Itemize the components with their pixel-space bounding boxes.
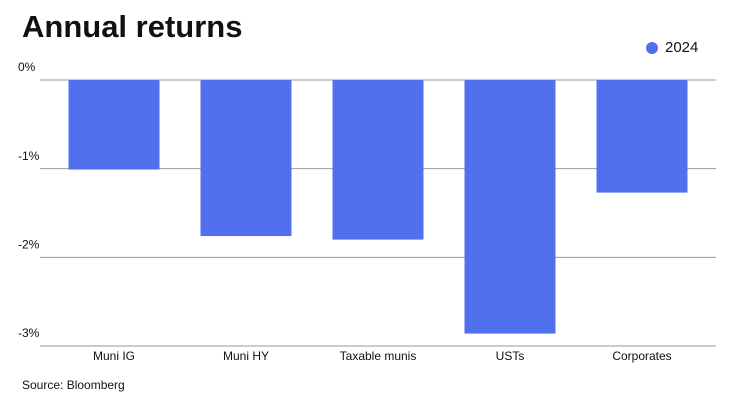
legend-label: 2024 [665,39,698,56]
y-tick-label: 0% [18,60,36,74]
bar [200,80,292,237]
x-tick-label: Muni HY [223,349,269,363]
x-tick-label: Corporates [612,349,671,363]
x-tick-label: USTs [496,349,525,363]
chart-title: Annual returns [22,9,242,44]
y-tick-label: -3% [18,326,40,340]
x-tick-label: Muni IG [93,349,135,363]
x-tick-label: Taxable munis [340,349,417,363]
bar [464,80,556,334]
bar [596,80,688,193]
y-tick-label: -1% [18,149,40,163]
y-tick-label: -2% [18,238,40,252]
bar [332,80,424,240]
legend-marker [646,42,658,54]
source-note: Source: Bloomberg [22,378,125,392]
bar [68,80,160,170]
